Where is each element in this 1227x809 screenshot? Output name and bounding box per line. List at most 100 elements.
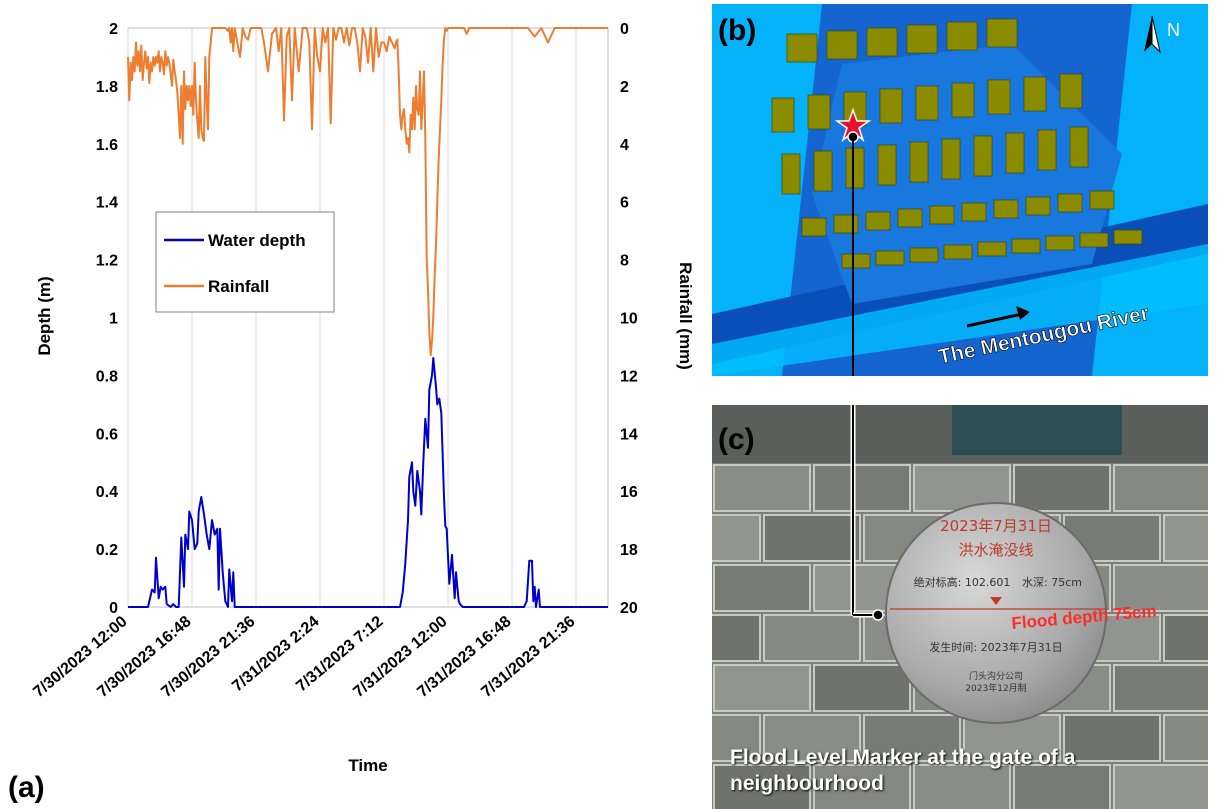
map-building: [866, 27, 898, 57]
map-building: [826, 30, 858, 60]
photo-caption-box: Flood Level Marker at the gate of a neig…: [730, 746, 1076, 795]
map-building: [1011, 238, 1041, 254]
left-tick-label: 0.6: [96, 426, 118, 443]
map-building: [951, 82, 975, 118]
flood-marker-plate: [885, 502, 1107, 724]
panel-label-b: (b): [718, 14, 756, 47]
map-building: [1037, 129, 1057, 171]
map-floodplain: [712, 244, 1208, 376]
wall-brick: [1163, 514, 1208, 562]
map-building: [943, 244, 973, 260]
map-building: [1025, 196, 1051, 216]
right-tick-label: 14: [620, 426, 638, 443]
map-building: [946, 21, 978, 51]
map-building: [786, 33, 818, 63]
wall-brick: [1163, 614, 1208, 662]
wall-brick: [813, 764, 911, 809]
gridlines: [127, 28, 577, 607]
wall-brick: [1113, 764, 1208, 809]
map-building: [929, 205, 955, 225]
marker-elevation: 绝对标高: 102.601: [914, 575, 1011, 589]
flood-line-marker-icon: [990, 597, 1002, 605]
right-tick-label: 16: [620, 484, 638, 501]
map-building: [1079, 232, 1109, 248]
panel-label-a: (a): [8, 771, 45, 804]
left-tick-label: 2: [109, 21, 118, 38]
left-tick-label: 1.4: [96, 195, 118, 212]
map-building: [1045, 235, 1075, 251]
map-building: [807, 94, 831, 130]
map-water-west: [712, 4, 822, 376]
left-tick-label: 1: [109, 311, 118, 328]
legend-label-rainfall: Rainfall: [208, 277, 269, 296]
wall-brick: [713, 564, 811, 612]
legend-box: [155, 211, 335, 313]
connector-end-dot: [872, 609, 884, 621]
wall-brick: [763, 614, 861, 662]
right-tick-label: 0: [620, 21, 629, 38]
wall-brick: [1063, 714, 1161, 762]
map-building: [1059, 73, 1083, 109]
left-tick-label: 0.2: [96, 542, 118, 559]
left-tick-label: 1.2: [96, 253, 118, 270]
map-building: [1057, 193, 1083, 213]
map-building: [897, 208, 923, 228]
marker-made: 2023年12月制: [965, 682, 1026, 694]
map-building: [986, 18, 1018, 48]
right-tick-label: 8: [620, 253, 629, 270]
river-arrow-shaft: [966, 312, 1023, 328]
wall-brick: [713, 764, 811, 809]
map-building: [906, 24, 938, 54]
x-axis-label: Time: [348, 756, 387, 775]
map-building: [865, 211, 891, 231]
map-building: [845, 147, 865, 189]
left-tick-label: 0: [109, 600, 118, 617]
map-building: [781, 153, 801, 195]
north-arrow-right: [1151, 15, 1161, 54]
wall-brick: [1113, 564, 1208, 612]
photo-caption: Flood Level Marker at the gate of a neig…: [730, 746, 1076, 795]
right-tick-label: 10: [620, 311, 638, 328]
map-building: [833, 214, 859, 234]
wall-brick: [813, 464, 911, 512]
photo-panel: 2023年7月31日 洪水淹没线 绝对标高: 102.601 水深: 75cm …: [712, 405, 1208, 809]
map-building: [877, 144, 897, 186]
wall-brick: [713, 664, 811, 712]
right-tick-label: 18: [620, 542, 638, 559]
wall-brick: [763, 714, 861, 762]
map-building: [879, 88, 903, 124]
series-line-water-depth: [128, 357, 608, 608]
map-building: [973, 135, 993, 177]
map-building: [801, 217, 827, 237]
right-tick-label: 6: [620, 195, 629, 212]
river-arrow-head: [1016, 306, 1030, 320]
left-axis-ticks: 0 0.2 0.4 0.6 0.8 1 1.2 1.4 1.6 1.8 2: [96, 21, 118, 617]
marker-title: 洪水淹没线: [958, 541, 1033, 559]
map-building: [1005, 132, 1025, 174]
north-arrow-left: [1144, 16, 1152, 52]
wall-brick: [1113, 464, 1208, 512]
legend-label-water-depth: Water depth: [208, 231, 306, 250]
map-building: [961, 202, 987, 222]
map-building: [987, 79, 1011, 115]
wall-brick: [763, 514, 861, 562]
series-line-rainfall: [127, 27, 608, 357]
map-building: [941, 138, 961, 180]
y-axis-left-label: Depth (m): [35, 276, 54, 355]
map-building: [1069, 126, 1089, 168]
wall-brick: [813, 664, 911, 712]
map-building: [1089, 190, 1115, 210]
map-building: [1113, 229, 1143, 245]
y-axis-right-label: Rainfall (mm): [676, 262, 695, 370]
right-tick-label: 12: [620, 368, 638, 385]
right-tick-label: 4: [620, 137, 629, 154]
left-tick-label: 0.4: [96, 484, 118, 501]
map-building: [909, 141, 929, 183]
left-tick-label: 1.6: [96, 137, 118, 154]
wall-brick: [1013, 464, 1111, 512]
window-pane: [952, 405, 1122, 455]
map-building: [977, 241, 1007, 257]
wall-brick: [1113, 664, 1208, 712]
right-tick-label: 20: [620, 600, 638, 617]
